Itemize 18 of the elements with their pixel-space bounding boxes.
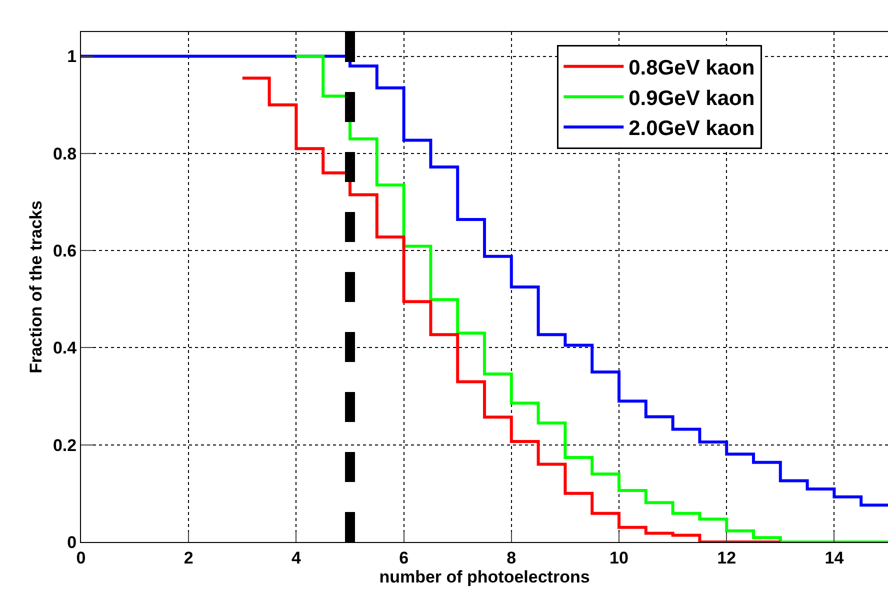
y-tick-label: 0 xyxy=(67,532,77,552)
y-tick-label: 0.2 xyxy=(52,436,77,455)
x-tick-label: 14 xyxy=(824,548,844,568)
x-tick-label: 2 xyxy=(184,548,194,568)
legend-label: 2.0GeV kaon xyxy=(628,117,755,140)
x-tick-label: 10 xyxy=(610,548,628,568)
x-tick-label: 12 xyxy=(717,548,736,568)
y-tick-label: 0.4 xyxy=(52,338,78,358)
y-tick-label: 0.6 xyxy=(52,242,77,261)
x-tick-label: 8 xyxy=(506,548,516,568)
legend-label: 0.8GeV kaon xyxy=(628,56,755,80)
y-axis-title: Fraction of the tracks xyxy=(26,200,46,374)
y-tick-label: 1 xyxy=(67,47,77,66)
x-axis-title: number of photoelectrons xyxy=(379,567,590,586)
x-tick-label: 6 xyxy=(399,548,409,568)
x-tick-label: 4 xyxy=(291,548,302,568)
legend-label: 0.9GeV kaon xyxy=(628,86,755,110)
y-tick-label: 0.8 xyxy=(52,144,77,164)
